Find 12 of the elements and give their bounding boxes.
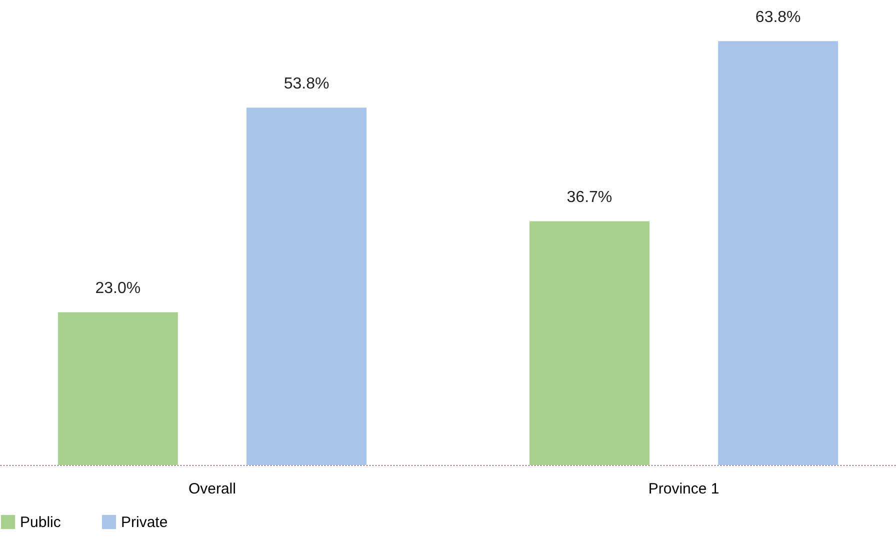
x-tick-label: Province 1: [648, 480, 720, 498]
x-tick-label: Overall: [188, 480, 236, 498]
data-label: 53.8%: [284, 76, 330, 93]
bar: [58, 312, 178, 465]
data-label: 36.7%: [566, 189, 612, 206]
data-label: 63.8%: [755, 9, 801, 26]
data-label: 23.0%: [95, 280, 141, 298]
legend-label: Public: [20, 514, 62, 531]
bar: [529, 221, 650, 465]
bar: [246, 108, 367, 465]
legend-label: Private: [121, 514, 168, 531]
bar: [718, 41, 838, 465]
